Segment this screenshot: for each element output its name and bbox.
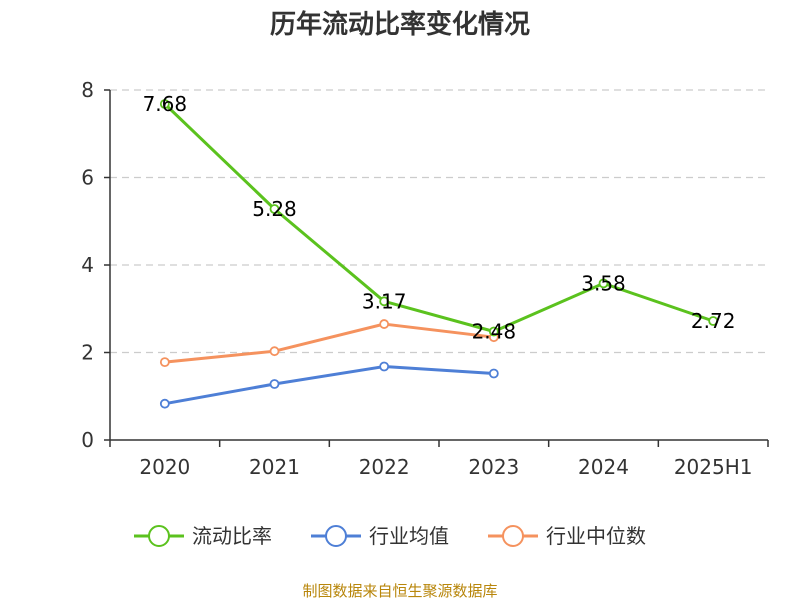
data-point [488, 326, 499, 337]
chart-title: 历年流动比率变化情况 [270, 9, 530, 40]
data-point [379, 296, 390, 307]
data-point [708, 316, 719, 326]
x-tick-label: 2020 [139, 455, 190, 479]
legend-item-1[interactable]: 行业均值 [311, 524, 449, 548]
x-tick-label: 2025H1 [674, 455, 753, 479]
data-point [269, 346, 280, 357]
source-note: 制图数据来自恒生聚源数据库 [302, 582, 497, 600]
data-point [269, 204, 280, 214]
series-line-1 [164, 365, 494, 406]
data-point [598, 278, 609, 289]
legend-marker [325, 525, 347, 547]
data-label: 5.28 [252, 197, 297, 221]
y-tick-label: 8 [81, 78, 94, 102]
data-label: 3.58 [581, 271, 626, 295]
data-point [269, 379, 280, 389]
legend-label: 流动比率 [192, 524, 272, 548]
x-tick-label: 2021 [249, 455, 300, 479]
legend-item-0[interactable]: 流动比率 [134, 524, 272, 548]
data-point [379, 361, 390, 372]
y-tick-label: 4 [81, 253, 94, 277]
x-tick-label: 2022 [359, 455, 410, 479]
series-line-2 [164, 322, 495, 364]
data-point [159, 398, 170, 409]
data-label: 2.72 [691, 309, 736, 333]
y-tick-label: 2 [81, 341, 94, 365]
data-labels: 7.68 5.28 3.17 2.48 3.58 2.72 [143, 92, 736, 344]
data-point [159, 357, 170, 368]
legend[interactable]: 流动比率 行业均值 行业中位数 [134, 524, 646, 548]
axes: 0 2 4 6 8 2020 2021 2022 2023 2024 2025H1 [81, 78, 769, 479]
legend-marker [148, 525, 170, 547]
series-line-0 [163, 102, 714, 333]
legend-label: 行业均值 [369, 524, 449, 548]
data-label: 3.17 [362, 289, 407, 313]
grid-lines [110, 89, 768, 354]
data-label: 2.48 [472, 320, 517, 344]
y-tick-label: 6 [81, 166, 94, 190]
legend-item-2[interactable]: 行业中位数 [488, 524, 646, 548]
series-layer [159, 99, 719, 409]
y-tick-label: 0 [81, 428, 94, 452]
data-label: 7.68 [143, 92, 188, 116]
x-tick-label: 2023 [468, 455, 519, 479]
data-point [379, 319, 390, 329]
x-tick-label: 2024 [578, 455, 629, 479]
data-point [159, 99, 170, 109]
legend-label: 行业中位数 [546, 524, 646, 548]
legend-marker [502, 525, 524, 547]
data-point [488, 368, 499, 379]
